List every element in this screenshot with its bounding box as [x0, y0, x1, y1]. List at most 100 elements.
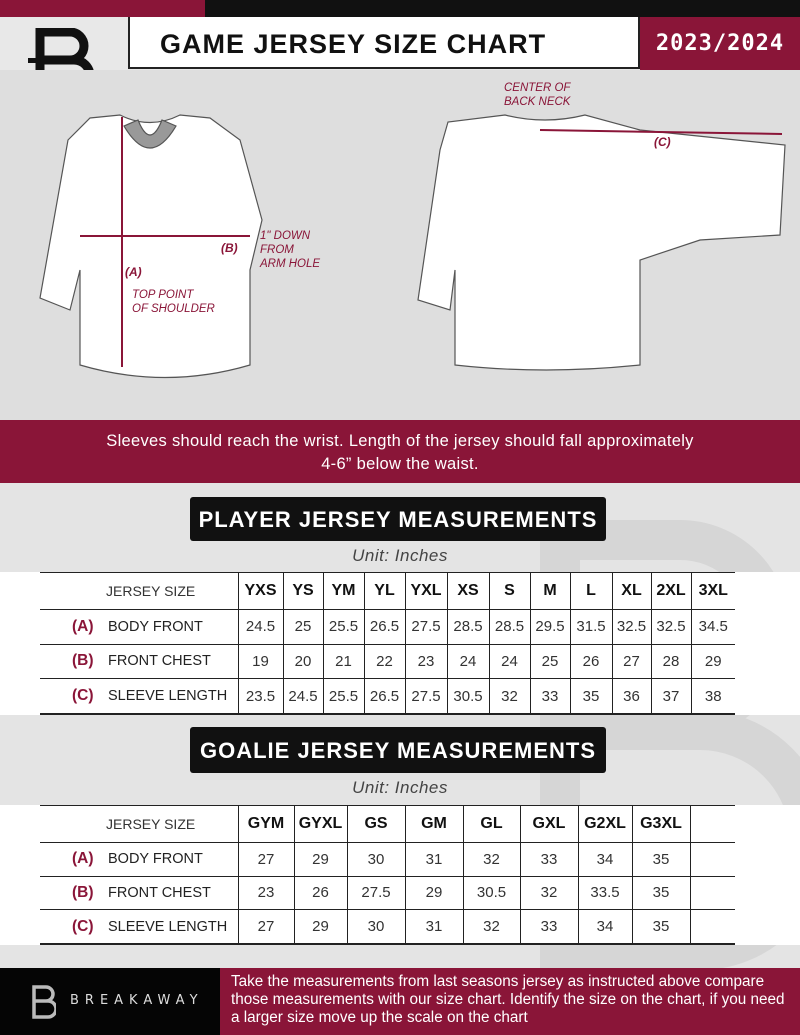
- top-dark-bar: [205, 0, 800, 17]
- measurement-cell: 29: [690, 643, 735, 680]
- measure-letter: (A): [72, 850, 94, 868]
- header-row: JERSEY SIZE GYM GYXL GS GM GL GXL G2XL G3XL: [40, 805, 735, 843]
- fit-note-text: Sleeves should reach the wrist. Length o…: [106, 432, 694, 473]
- label-c: (C): [654, 135, 671, 149]
- goalie-size-table: JERSEY SIZE GYM GYXL GS GM GL GXL G2XL G3XL (A) BO…: [40, 805, 735, 946]
- size-column-header: L: [569, 572, 613, 610]
- measurement-cell: 19: [237, 643, 284, 680]
- measurement-cell: 31: [404, 909, 464, 946]
- label-a: (A): [125, 265, 142, 279]
- measurement-cell: 26: [569, 643, 613, 680]
- header-row: JERSEY SIZE YXS YS YM YL YXL XS S M L XL 2XL 3XL: [40, 572, 735, 610]
- measurement-cell: 37: [650, 678, 692, 716]
- measurement-cell: 22: [363, 643, 406, 680]
- measurement-cell: 28.5: [446, 609, 490, 645]
- measure-name: SLEEVE LENGTH: [108, 918, 228, 935]
- table-row: (A) BODY FRONT 24.5 25 25.5 26.5 27.5 28.5 28.5 2…: [40, 609, 735, 645]
- row-label: (C) SLEEVE LENGTH: [40, 909, 239, 946]
- measurement-cell: 33: [519, 909, 579, 946]
- goalie-unit: Unit: Inches: [352, 778, 448, 797]
- measurement-cell: 28.5: [488, 609, 531, 645]
- size-column-header: YXL: [404, 572, 448, 610]
- measurement-cell: 29.5: [529, 609, 571, 645]
- measurement-cell: 27.5: [404, 678, 448, 716]
- measurement-cell: 34: [577, 909, 633, 946]
- measurement-cell: 25: [282, 609, 324, 645]
- size-column-header: 3XL: [690, 572, 735, 610]
- size-column-header: G2XL: [577, 805, 633, 843]
- row-label: (C) SLEEVE LENGTH: [40, 678, 239, 716]
- measurement-cell: 32.5: [611, 609, 652, 645]
- size-column-header: GL: [462, 805, 521, 843]
- measurement-cell: 34: [577, 842, 633, 877]
- season-badge: 2023/2024: [640, 17, 800, 70]
- fit-note: Sleeves should reach the wrist. Length o…: [0, 420, 800, 483]
- measure-name: BODY FRONT: [108, 618, 203, 635]
- measurement-cell: 33: [529, 678, 571, 716]
- size-column-header: GYXL: [293, 805, 348, 843]
- measurement-cell: 32: [488, 678, 531, 716]
- front-jersey: [39, 114, 263, 379]
- measurement-cell: 27.5: [346, 875, 406, 911]
- measure-letter: (B): [72, 883, 94, 901]
- size-column-header: S: [488, 572, 531, 610]
- size-column-header: YXS: [237, 572, 284, 610]
- size-column-header: M: [529, 572, 571, 610]
- measurement-cell: 32: [519, 875, 579, 911]
- measurement-cell: 27: [237, 909, 295, 946]
- top-accent-bar: [0, 0, 205, 17]
- table-row: (C) SLEEVE LENGTH 23.5 24.5 25.5 26.5 27.5 30.5…: [40, 678, 735, 716]
- table-row: (B) FRONT CHEST 19 20 21 22 23 24 24 25 26 27 28 29: [40, 643, 735, 680]
- measurement-cell: 35: [631, 842, 691, 877]
- page-title: GAME JERSEY SIZE CHART: [128, 17, 640, 69]
- measurement-cell: 35: [631, 909, 691, 946]
- measurement-cell: 20: [282, 643, 324, 680]
- measurement-cell: 31: [404, 842, 464, 877]
- measurement-cell: [689, 875, 735, 911]
- measurement-cell: 32: [462, 909, 521, 946]
- size-header: JERSEY SIZE: [40, 805, 239, 843]
- size-column-header: 2XL: [650, 572, 692, 610]
- measurement-cell: 26: [293, 875, 348, 911]
- size-column-header: YM: [322, 572, 365, 610]
- row-label: (A) BODY FRONT: [40, 842, 239, 877]
- footer-logo-icon: [32, 985, 56, 1019]
- measurement-cell: 30.5: [446, 678, 490, 716]
- label-armhole: 1" DOWN FROM ARM HOLE: [260, 230, 321, 270]
- footer-brand: BREAKAWAY: [70, 993, 204, 1008]
- size-column-header: [689, 805, 735, 843]
- measurement-cell: 27: [611, 643, 652, 680]
- player-unit: Unit: Inches: [352, 546, 448, 565]
- measurement-cell: 23: [237, 875, 295, 911]
- row-label: (B) FRONT CHEST: [40, 875, 239, 911]
- measurement-cell: 25: [529, 643, 571, 680]
- measurement-cell: 27: [237, 842, 295, 877]
- size-column-header: YS: [282, 572, 324, 610]
- back-jersey: [417, 114, 786, 371]
- measurement-cell: 23: [404, 643, 448, 680]
- measurement-cell: 25.5: [322, 678, 365, 716]
- measure-name: FRONT CHEST: [108, 653, 211, 670]
- size-column-header: GYM: [237, 805, 295, 843]
- measurement-cell: 33: [519, 842, 579, 877]
- measurement-cell: 31.5: [569, 609, 613, 645]
- measurement-cell: 30.5: [462, 875, 521, 911]
- size-column-header: GS: [346, 805, 406, 843]
- size-column-header: GM: [404, 805, 464, 843]
- measurement-cell: 34.5: [690, 609, 735, 645]
- measurement-cell: 35: [569, 678, 613, 716]
- player-heading: PLAYER JERSEY MEASUREMENTS: [190, 497, 606, 541]
- row-label: (A) BODY FRONT: [40, 609, 239, 645]
- jersey-illustration: [0, 70, 800, 420]
- measure-name: SLEEVE LENGTH: [108, 688, 228, 705]
- measurement-cell: 36: [611, 678, 652, 716]
- measurement-cell: 38: [690, 678, 735, 716]
- measurement-cell: 29: [404, 875, 464, 911]
- table-row: (A) BODY FRONT 27 29 30 31 32 33 34 35: [40, 842, 735, 877]
- measurement-cell: 24: [446, 643, 490, 680]
- measure-letter: (C): [72, 917, 94, 935]
- measurement-cell: 26.5: [363, 609, 406, 645]
- measure-name: BODY FRONT: [108, 851, 203, 868]
- measurement-cell: 24.5: [237, 609, 284, 645]
- measurement-cell: 30: [346, 842, 406, 877]
